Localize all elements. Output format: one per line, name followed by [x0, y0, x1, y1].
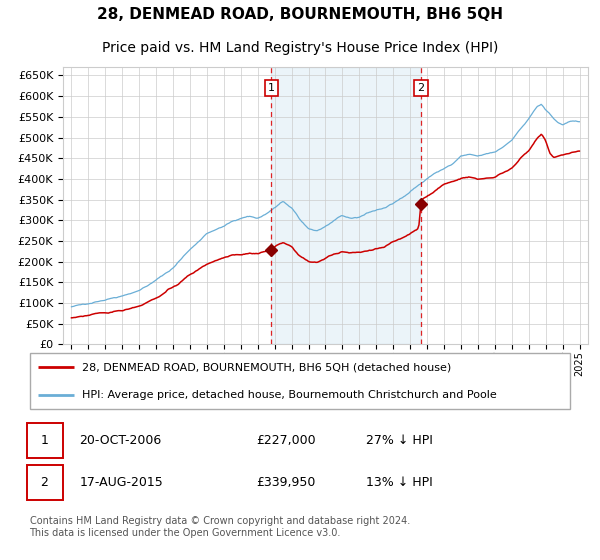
Text: Price paid vs. HM Land Registry's House Price Index (HPI): Price paid vs. HM Land Registry's House … [102, 41, 498, 55]
FancyBboxPatch shape [29, 353, 571, 409]
Text: 20-OCT-2006: 20-OCT-2006 [79, 434, 161, 447]
Text: 2: 2 [40, 476, 49, 489]
Text: 1: 1 [268, 83, 275, 93]
Text: Contains HM Land Registry data © Crown copyright and database right 2024.
This d: Contains HM Land Registry data © Crown c… [29, 516, 410, 538]
Text: £339,950: £339,950 [256, 476, 315, 489]
Text: 2: 2 [417, 83, 424, 93]
Text: 28, DENMEAD ROAD, BOURNEMOUTH, BH6 5QH (detached house): 28, DENMEAD ROAD, BOURNEMOUTH, BH6 5QH (… [82, 362, 451, 372]
Text: HPI: Average price, detached house, Bournemouth Christchurch and Poole: HPI: Average price, detached house, Bour… [82, 390, 497, 400]
Bar [271, 67, 421, 344]
Text: £227,000: £227,000 [256, 434, 316, 447]
FancyBboxPatch shape [27, 423, 62, 458]
Text: 28, DENMEAD ROAD, BOURNEMOUTH, BH6 5QH: 28, DENMEAD ROAD, BOURNEMOUTH, BH6 5QH [97, 7, 503, 22]
Text: 17-AUG-2015: 17-AUG-2015 [79, 476, 163, 489]
Text: 1: 1 [40, 434, 49, 447]
Text: 13% ↓ HPI: 13% ↓ HPI [366, 476, 433, 489]
FancyBboxPatch shape [27, 465, 62, 500]
Text: 27% ↓ HPI: 27% ↓ HPI [366, 434, 433, 447]
